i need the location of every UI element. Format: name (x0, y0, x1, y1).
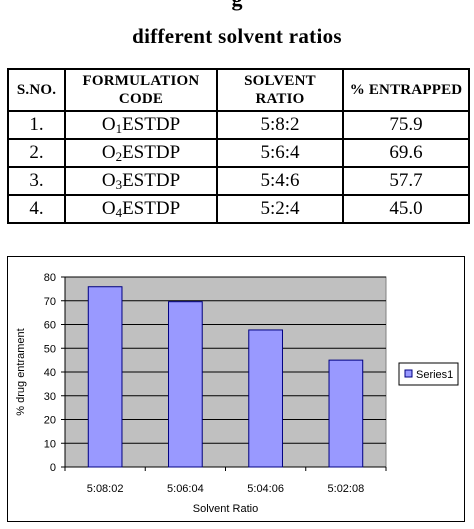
header-sno: S.NO. (7, 68, 66, 112)
bar-chart: 0 10 20 30 40 50 60 70 80 5:08:02 5:06:04 5:04:06 5:… (7, 256, 465, 522)
code-suffix: ESTDP (122, 142, 181, 163)
table-row: 4. O4ESTDP 5:2:4 45.0 (7, 194, 470, 224)
y-tick-label: 10 (44, 438, 56, 450)
code-subscript: 1 (115, 121, 123, 136)
cell-solvent-ratio: 5:2:4 (216, 194, 344, 224)
bar (248, 329, 283, 468)
bar (328, 359, 364, 468)
cell-sno: 1. (7, 110, 66, 140)
cell-entrapped: 75.9 (342, 110, 470, 140)
y-tick-label: 70 (44, 296, 56, 308)
header-entrapped: % ENTRAPPED (342, 68, 470, 112)
y-tick-label: 20 (44, 415, 56, 427)
y-axis-title: % drug entrament (15, 328, 27, 415)
legend-box (398, 362, 459, 386)
code-subscript: 3 (115, 177, 123, 192)
cell-sno: 3. (7, 166, 66, 196)
x-tick-label: 5:04:06 (247, 483, 284, 495)
cell-solvent-ratio: 5:4:6 (216, 166, 344, 196)
code-prefix: O (101, 170, 116, 191)
cell-entrapped: 57.7 (342, 166, 470, 196)
results-table: S.NO. FORMULATION CODE SOLVENT RATIO % E… (7, 68, 470, 224)
code-prefix: O (101, 198, 116, 219)
code-suffix: ESTDP (122, 114, 181, 135)
code-subscript: 4 (115, 205, 123, 220)
bar (87, 286, 123, 468)
y-tick-label: 40 (44, 367, 56, 379)
cell-entrapped: 45.0 (342, 194, 470, 224)
y-tick-label: 80 (44, 272, 56, 284)
table-header-row: S.NO. FORMULATION CODE SOLVENT RATIO % E… (7, 68, 470, 112)
x-axis-title: Solvent Ratio (193, 503, 258, 515)
table-row: 2. O2ESTDP 5:6:4 69.6 (7, 138, 470, 168)
cell-sno: 2. (7, 138, 66, 168)
cell-entrapped: 69.6 (342, 138, 470, 168)
bar (168, 301, 203, 468)
x-tick-label: 5:08:02 (87, 483, 124, 495)
y-tick-label: 50 (44, 343, 56, 355)
bar-chart-svg: 0 10 20 30 40 50 60 70 80 5:08:02 5:06:04 5:04:06 5:… (15, 272, 459, 515)
cell-formulation-code: O4ESTDP (64, 194, 218, 224)
table-row: 3. O3ESTDP 5:4:6 57.7 (7, 166, 470, 196)
legend-swatch (404, 369, 413, 378)
code-suffix: ESTDP (122, 170, 181, 191)
cell-solvent-ratio: 5:6:4 (216, 138, 344, 168)
legend-label: Series1 (416, 369, 453, 381)
x-tick-label: 5:02:08 (328, 483, 365, 495)
cell-sno: 4. (7, 194, 66, 224)
caption-heading: different solvent ratios (132, 24, 342, 48)
x-tick-label: 5:06:04 (167, 483, 204, 495)
table-row: 1. O1ESTDP 5:8:2 75.9 (7, 110, 470, 140)
y-tick-label: 0 (50, 462, 56, 474)
header-solvent-ratio: SOLVENT RATIO (216, 68, 344, 112)
caption-heading-partial: g (0, 0, 474, 12)
cell-formulation-code: O3ESTDP (64, 166, 218, 196)
code-suffix: ESTDP (122, 198, 181, 219)
code-prefix: O (101, 114, 116, 135)
y-tick-label: 60 (44, 320, 56, 332)
cell-formulation-code: O2ESTDP (64, 138, 218, 168)
header-formulation-code: FORMULATION CODE (64, 68, 218, 112)
cell-formulation-code: O1ESTDP (64, 110, 218, 140)
code-subscript: 2 (115, 149, 123, 164)
code-prefix: O (101, 142, 116, 163)
y-tick-label: 30 (44, 391, 56, 403)
cell-solvent-ratio: 5:8:2 (216, 110, 344, 140)
